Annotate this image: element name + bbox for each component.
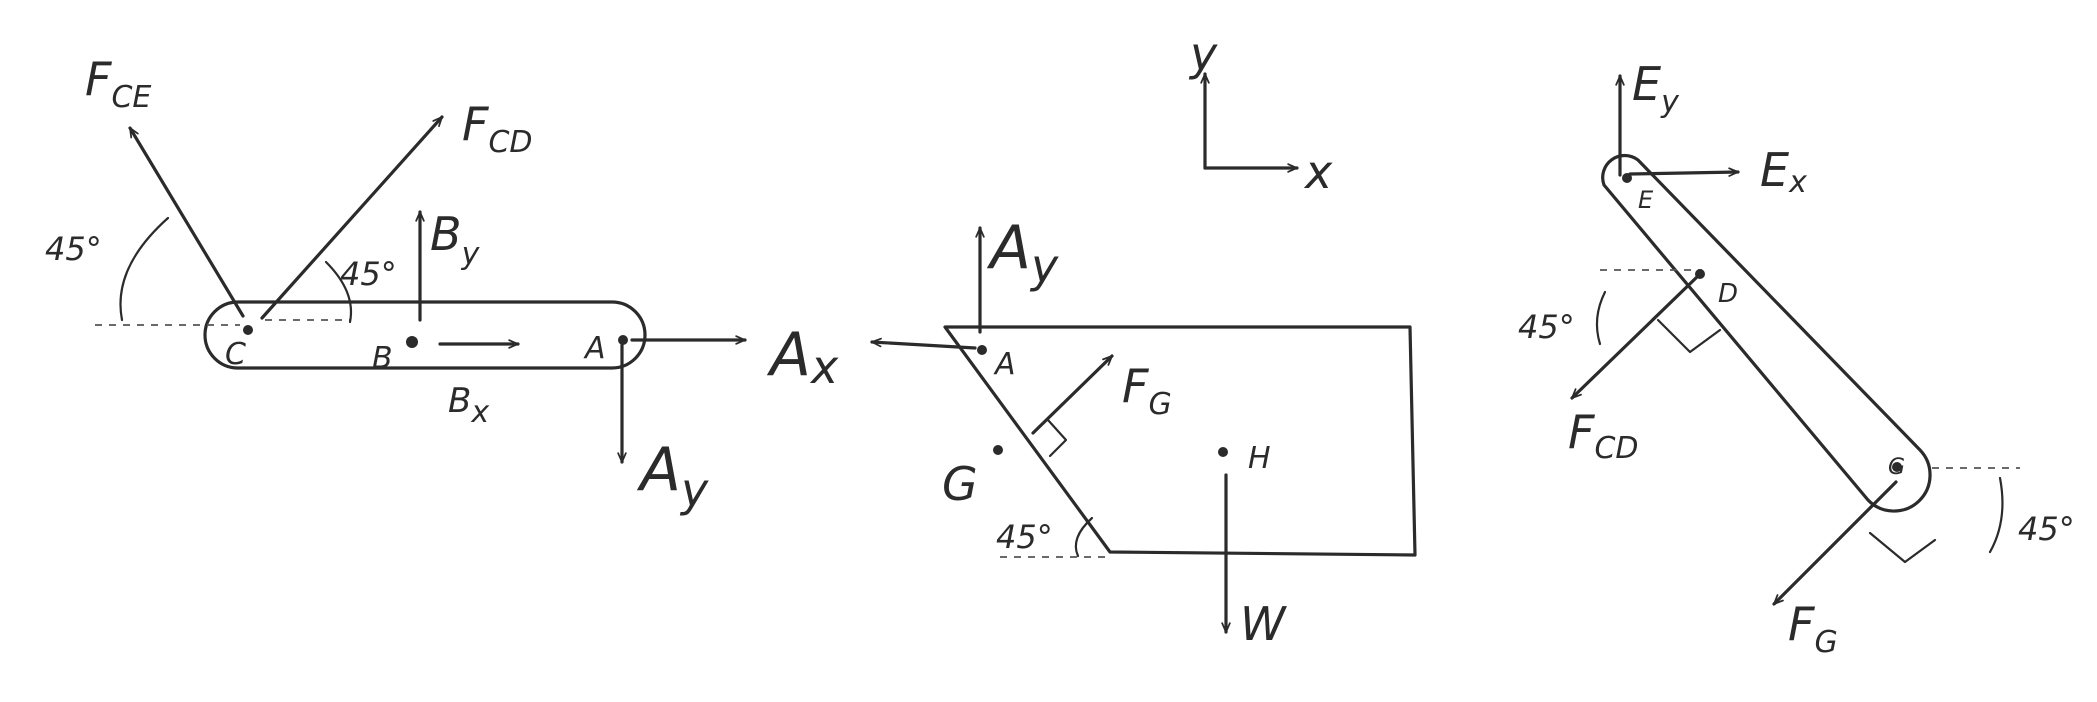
force-fce-arrow (128, 126, 245, 318)
force-ax-reaction-arrow (870, 337, 977, 350)
angle-label-plate: 45° (996, 518, 1053, 556)
pin-c (243, 325, 253, 335)
label-fg-link: FG (1788, 597, 1838, 660)
force-fcd-link-arrow (1570, 274, 1700, 400)
link-point-label-g: G (1888, 455, 1905, 480)
label-ay-down: Ay (636, 435, 709, 517)
force-fg-plate-arrow (1031, 354, 1114, 435)
force-fcd-arrow (260, 115, 444, 320)
pin-a (618, 335, 628, 345)
angle-label-fcd: 45° (340, 255, 397, 293)
label-fcd: FCD (462, 97, 533, 160)
plate-point-label-h: H (1248, 441, 1271, 476)
link-body (1601, 153, 1932, 513)
label-w: W (1240, 597, 1287, 651)
label-by: By (430, 207, 481, 272)
plate-point-label-a: A (993, 347, 1016, 382)
right-angle-marker-g (1868, 531, 1937, 564)
angle-label-d: 45° (1518, 308, 1575, 346)
label-ey: Ey (1632, 57, 1680, 120)
plate-diagram: Ay FG W A G H 45° (870, 213, 1417, 651)
plate-body (943, 325, 1417, 557)
force-ex-arrow (1628, 167, 1740, 177)
label-fg-plate: FG (1122, 359, 1172, 422)
right-angle-marker-d (1656, 318, 1722, 354)
coordinate-axes: y x (1188, 27, 1333, 199)
bar-cab-diagram: FCE FCD By Bx Ax Ay C B A 45° 45° (45, 52, 839, 517)
point-label-b: B (372, 341, 393, 376)
link-ed-diagram: Ey Ex FCD FG E D G 45° 45° (1518, 57, 2075, 660)
label-fce: FCE (85, 52, 151, 115)
bar-cab-body (203, 300, 647, 370)
point-label-c: C (225, 337, 246, 372)
angle-arc-fce (119, 216, 170, 322)
label-ax: Ax (766, 320, 839, 394)
angle-arc-plate (1074, 516, 1094, 558)
plate-point-label-g: G (942, 457, 978, 511)
angle-label-fce: 45° (45, 230, 102, 268)
plate-pin-a (977, 345, 987, 355)
label-bx: Bx (448, 381, 489, 430)
angle-arc-g (1988, 476, 2004, 554)
point-label-a: A (583, 331, 606, 366)
label-ex: Ex (1760, 143, 1807, 200)
angle-arc-d (1595, 290, 1607, 346)
link-point-label-d: D (1718, 279, 1738, 309)
label-fcd-link: FCD (1568, 405, 1639, 466)
plate-point-g (993, 445, 1003, 455)
angle-arc-fcd (324, 260, 352, 324)
x-axis-label: x (1303, 145, 1333, 199)
plate-point-h (1218, 447, 1228, 457)
force-fg-link-arrow (1772, 480, 1898, 606)
right-angle-marker-plate (1046, 418, 1068, 458)
label-ay-up: Ay (986, 213, 1059, 293)
angle-label-g: 45° (2018, 510, 2075, 548)
y-axis-label: y (1188, 27, 1218, 81)
pin-b (406, 336, 418, 348)
link-pin-g (1892, 462, 1902, 472)
link-point-label-e: E (1638, 186, 1654, 214)
